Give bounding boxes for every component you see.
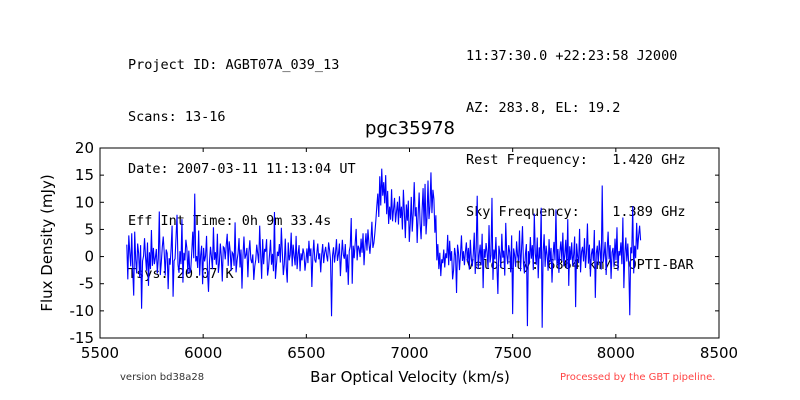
pipeline-credit: Processed by the GBT pipeline.	[560, 372, 715, 383]
rest-frequency-line: Rest Frequency: 1.420 GHz	[466, 152, 686, 169]
y-axis-label: Flux Density (mJy)	[38, 174, 56, 311]
chart-title: pgc35978	[365, 118, 455, 139]
coordinates-line: 11:37:30.0 +22:23:58 J2000	[466, 47, 678, 64]
y-tick-label: -10	[70, 302, 95, 320]
y-tick-label: 0	[84, 248, 94, 266]
scans-line: Scans: 13-16	[128, 109, 226, 126]
x-tick-label: 5500	[81, 344, 119, 362]
x-tick-label: 8500	[700, 344, 738, 362]
y-tick-label: -5	[79, 275, 94, 293]
project-id-line: Project ID: AGBT07A_039_13	[128, 56, 340, 73]
y-tick-label: 10	[75, 193, 94, 211]
flux-series-line	[126, 168, 642, 328]
version-label: version bd38a28	[120, 372, 204, 383]
x-tick-label: 6000	[184, 344, 222, 362]
date-line: Date: 2007-03-11 11:13:04 UT	[128, 161, 356, 178]
x-tick-labels: 5500 6000 6500 7000 7500 8000 8500	[81, 344, 738, 362]
y-tick-label: 20	[75, 139, 94, 157]
y-tick-label: 15	[75, 166, 94, 184]
x-tick-label: 6500	[287, 344, 325, 362]
y-tick-labels: -15 -10 -5 0 5 10 15 20	[70, 139, 95, 347]
x-axis-label: Bar Optical Velocity (km/s)	[310, 368, 510, 386]
x-tick-label: 7500	[494, 344, 532, 362]
axis-ticks	[99, 147, 720, 339]
observation-info-left: Project ID: AGBT07A_039_13 Scans: 13-16 …	[128, 22, 356, 300]
x-tick-label: 8000	[597, 344, 635, 362]
x-tick-label: 7000	[390, 344, 428, 362]
y-tick-label: -15	[70, 329, 95, 347]
y-tick-label: 5	[84, 220, 94, 238]
az-el-line: AZ: 283.8, EL: 19.2	[466, 100, 621, 117]
